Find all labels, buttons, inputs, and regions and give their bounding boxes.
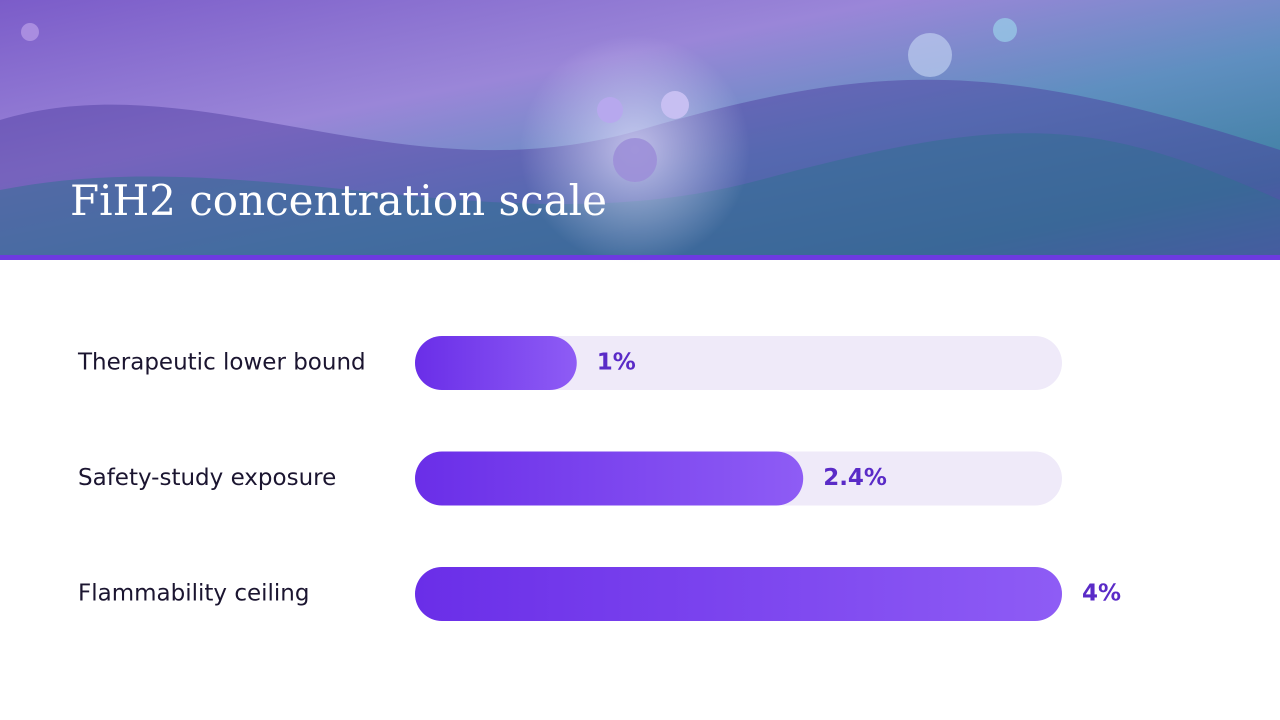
header-banner xyxy=(0,0,1280,265)
category-label: Therapeutic lower bound xyxy=(77,350,366,376)
category-label: Flammability ceiling xyxy=(78,581,309,607)
bar xyxy=(415,451,804,506)
bar xyxy=(415,336,577,390)
value-label: 4% xyxy=(1082,581,1121,607)
value-label: 1% xyxy=(597,350,636,376)
category-label: Safety-study exposure xyxy=(78,465,336,491)
chart-title: FiH2 concentration scale xyxy=(70,176,607,225)
value-label: 2.4% xyxy=(823,465,887,491)
bar xyxy=(415,567,1062,621)
bar-track xyxy=(415,336,1062,390)
